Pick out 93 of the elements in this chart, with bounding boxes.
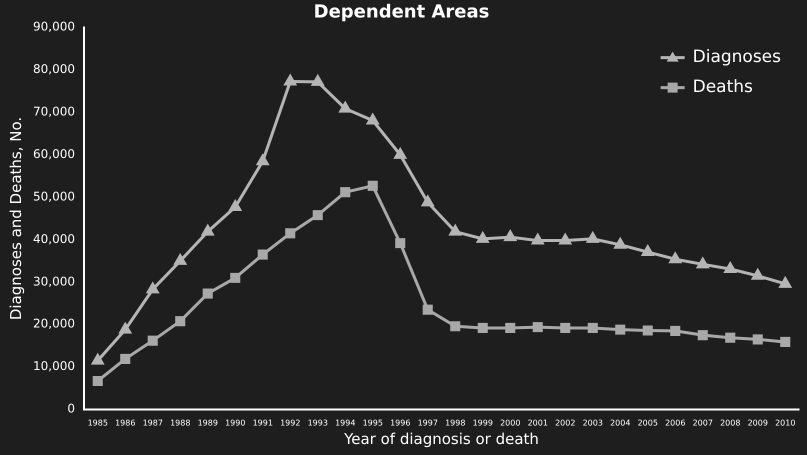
y-tick-label: 30,000 <box>32 274 75 288</box>
point <box>559 234 572 245</box>
y-tick-label: 10,000 <box>32 359 75 374</box>
point <box>780 336 790 347</box>
point <box>229 200 242 212</box>
x-tick-label: 2000 <box>500 418 520 428</box>
y-tick-label: 0 <box>67 402 75 416</box>
point <box>532 234 544 245</box>
x-tick-label: 2004 <box>610 418 630 428</box>
point <box>779 277 792 288</box>
point <box>92 354 104 365</box>
point <box>752 334 763 344</box>
x-tick-label: 1990 <box>225 418 246 428</box>
point <box>476 232 489 243</box>
point <box>175 316 186 326</box>
point <box>422 304 433 315</box>
x-tick-label: 1999 <box>472 418 493 428</box>
x-tick-label: 1987 <box>142 418 163 428</box>
x-tick-label: 1993 <box>308 418 328 428</box>
y-tick-label: 20,000 <box>32 316 75 331</box>
x-tick-label: 2006 <box>665 418 686 428</box>
point <box>202 225 214 236</box>
x-tick-label: 2005 <box>638 418 658 428</box>
point <box>449 225 462 236</box>
y-tick-label: 70,000 <box>32 104 75 119</box>
point <box>92 376 103 386</box>
point <box>698 330 708 340</box>
point <box>615 324 626 335</box>
x-tick-label: 2002 <box>555 418 576 428</box>
y-tick-label: 60,000 <box>32 146 75 161</box>
point <box>642 325 653 336</box>
x-axis-title: Year of diagnosis or death <box>343 430 539 448</box>
x-tick-label: 2001 <box>528 418 548 428</box>
x-tick-label: 1988 <box>170 418 190 428</box>
x-tick-label: 1995 <box>362 418 383 428</box>
y-axis-title: Diagnoses and Deaths, No. <box>6 116 25 320</box>
x-tick-label: 1997 <box>418 418 438 428</box>
point <box>285 228 296 238</box>
point <box>368 180 378 191</box>
x-tick-label: 1986 <box>115 418 136 428</box>
point <box>312 210 323 220</box>
y-tick-label: 80,000 <box>32 62 75 76</box>
y-tick-label: 90,000 <box>32 20 75 34</box>
x-tick-label: 2009 <box>748 418 768 428</box>
x-tick-label: 2010 <box>775 418 796 428</box>
point <box>586 232 599 243</box>
x-tick-label: 1989 <box>198 418 218 428</box>
point <box>119 323 132 334</box>
x-tick-label: 2007 <box>692 418 713 428</box>
point <box>120 354 130 364</box>
point <box>532 322 543 332</box>
y-tick-label: 50,000 <box>32 189 75 204</box>
point <box>146 282 159 294</box>
point <box>725 332 736 343</box>
chart-title: Dependent Areas <box>314 1 490 22</box>
point <box>339 102 352 113</box>
x-tick-label: 2008 <box>720 418 740 428</box>
point <box>669 252 682 264</box>
point <box>504 230 516 242</box>
x-tick-label: 1992 <box>280 418 300 428</box>
point <box>395 238 406 248</box>
point <box>174 254 186 265</box>
point <box>478 322 488 333</box>
legend-label: Deaths <box>692 77 754 98</box>
x-tick-label: 1994 <box>335 418 356 428</box>
legend-label: Diagnoses <box>692 47 782 68</box>
point <box>340 187 350 198</box>
point <box>284 74 296 86</box>
point <box>230 272 240 283</box>
point <box>422 196 434 206</box>
point <box>366 114 379 125</box>
point <box>202 288 213 299</box>
point <box>312 75 324 86</box>
point <box>642 246 654 256</box>
point <box>258 250 268 260</box>
point <box>560 322 570 333</box>
point <box>148 336 158 346</box>
x-tick-label: 1996 <box>390 418 410 428</box>
point <box>505 322 516 333</box>
x-tick-label: 2003 <box>582 418 603 428</box>
point <box>450 321 460 332</box>
y-tick-label: 40,000 <box>32 232 75 246</box>
point <box>752 269 764 280</box>
x-tick-label: 1991 <box>252 418 273 428</box>
point <box>724 262 736 273</box>
x-tick-label: 1998 <box>445 418 466 428</box>
point <box>256 154 269 166</box>
point <box>670 326 680 336</box>
x-tick-label: 1985 <box>88 418 108 428</box>
point <box>588 322 598 333</box>
point <box>394 148 406 159</box>
point <box>696 258 709 268</box>
point <box>614 238 626 249</box>
